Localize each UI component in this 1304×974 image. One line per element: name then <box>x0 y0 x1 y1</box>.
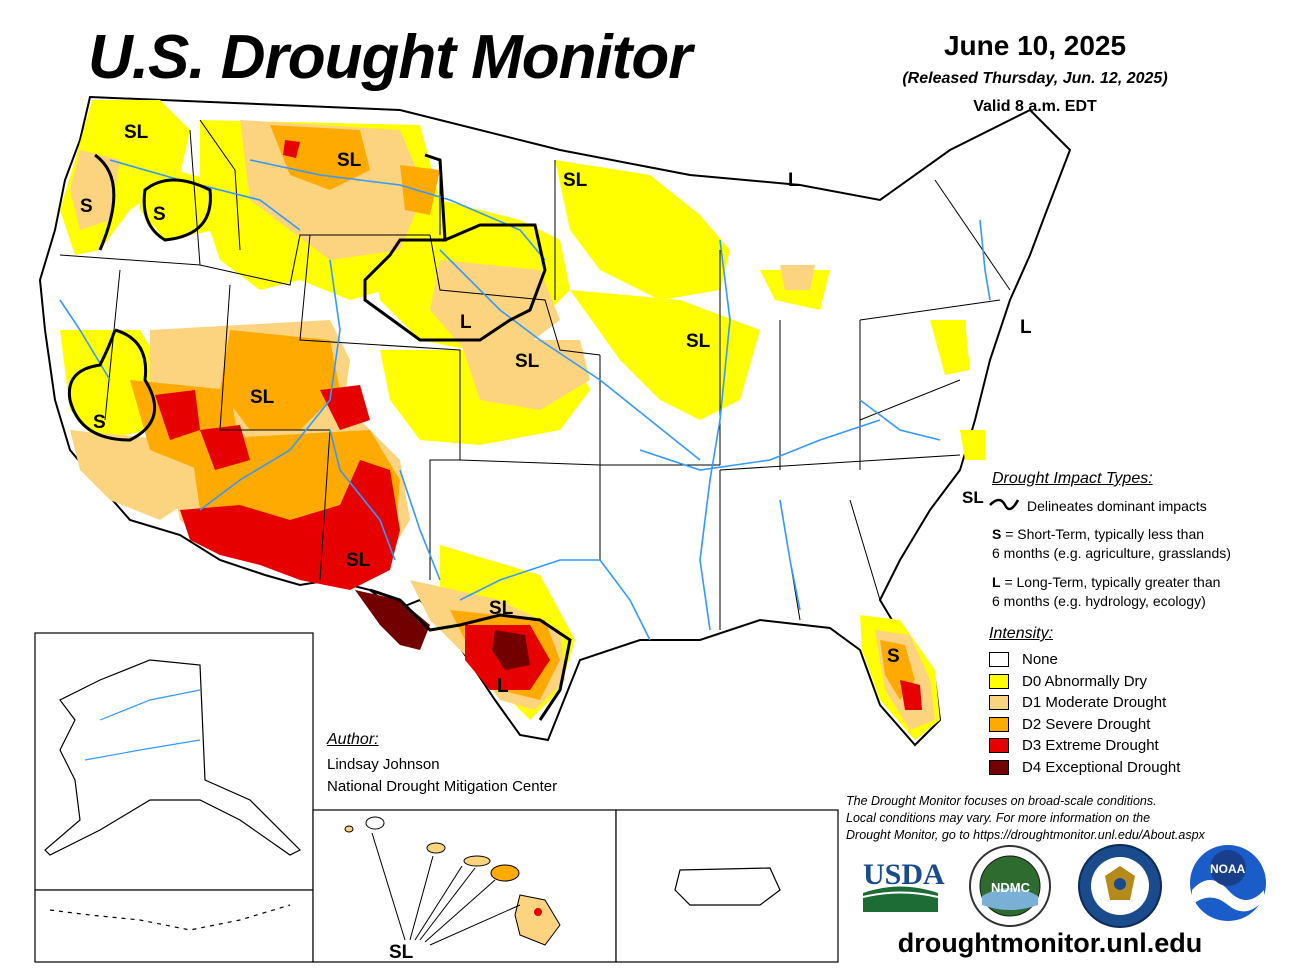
legend-item-d2: D2 Severe Drought <box>989 714 1150 734</box>
hawaii-islands <box>344 816 561 946</box>
legend-swatch <box>989 716 1009 732</box>
legend-item-d3: D3 Extreme Drought <box>989 735 1159 755</box>
legend-swatch <box>989 651 1009 667</box>
aleutians-inset-box <box>34 889 314 963</box>
disclaimer-line[interactable]: Drought Monitor, go to https://droughtmo… <box>846 828 1205 842</box>
impact-long-term-detail: 6 months (e.g. hydrology, ecology) <box>992 593 1206 609</box>
author-heading: Author: <box>327 731 379 748</box>
doc-seal-logo <box>1078 844 1162 928</box>
impact-types-heading: Drought Impact Types: <box>992 470 1153 487</box>
short-key: S <box>992 526 1002 542</box>
impact-lines <box>67 153 572 721</box>
label-wa-sl: SL <box>124 122 149 143</box>
label-ne-l: L <box>460 312 472 333</box>
label-tx-sl: SL <box>489 598 514 619</box>
svg-text:NDMC: NDMC <box>991 880 1031 895</box>
site-url[interactable]: droughtmonitor.unl.edu <box>897 928 1203 958</box>
noaa-logo: NOAA <box>1190 845 1266 921</box>
intensity-heading: Intensity: <box>989 625 1054 642</box>
legend-item-d4: D4 Exceptional Drought <box>989 757 1180 777</box>
page-title: U.S. Drought Monitor <box>88 23 692 92</box>
map-date: June 10, 2025 <box>943 30 1127 61</box>
impact-line-symbol <box>989 498 1020 511</box>
disclaimer-line: The Drought Monitor focuses on broad-sca… <box>846 794 1157 808</box>
hawaii-leader-lines <box>371 832 521 946</box>
impact-long-term: L = Long-Term, typically greater than <box>992 574 1220 590</box>
legend-swatch <box>989 737 1009 753</box>
label-mn-sl: SL <box>563 170 588 191</box>
alaska-outline <box>44 659 302 856</box>
hawaii-inset-box <box>312 809 617 963</box>
author-name: Lindsay Johnson <box>327 756 440 773</box>
label-mi-l: L <box>788 170 800 191</box>
valid-time: Valid 8 a.m. EDT <box>973 98 1097 115</box>
impact-short-term-detail: 6 months (e.g. agriculture, grasslands) <box>992 545 1231 561</box>
disclaimer-line: Local conditions may vary. For more info… <box>846 811 1151 825</box>
legend-item-none: None <box>989 649 1058 669</box>
label-fl-s: S <box>887 646 900 667</box>
label-id-s: S <box>153 204 166 225</box>
release-date: (Released Thursday, Jun. 12, 2025) <box>902 70 1168 87</box>
legend-swatch <box>989 673 1009 689</box>
legend-swatch <box>989 759 1009 775</box>
ndmc-logo: NDMC <box>969 845 1051 927</box>
alaska-rivers <box>84 689 201 761</box>
label-nj-l: L <box>1020 317 1032 338</box>
author-org: National Drought Mitigation Center <box>327 778 558 795</box>
label-nv-sl: SL <box>250 387 275 408</box>
state-borders <box>59 119 1011 630</box>
impact-short-term: S = Short-Term, typically less than <box>992 526 1204 542</box>
long-line1: = Long-Term, typically greater than <box>1000 574 1221 590</box>
long-key: L <box>992 574 1001 590</box>
usda-logo: USDA <box>862 858 945 912</box>
label-tx-l: L <box>497 676 509 697</box>
svg-text:USDA: USDA <box>863 858 945 891</box>
puerto-rico-outline <box>674 867 781 906</box>
aleutians-outline <box>49 904 291 931</box>
legend-item-d0: D0 Abnormally Dry <box>989 671 1147 691</box>
legend-swatch <box>989 694 1009 710</box>
impact-delineates-text: Delineates dominant impacts <box>1027 498 1207 514</box>
label-ca-s: S <box>93 412 106 433</box>
label-nm-sl: SL <box>346 550 371 571</box>
label-ks-sl: SL <box>515 351 540 372</box>
label-ia-sl: SL <box>686 331 711 352</box>
label-or-s: S <box>80 196 93 217</box>
svg-text:NOAA: NOAA <box>1210 862 1246 876</box>
d4-areas <box>355 590 530 670</box>
legend-item-d1: D1 Moderate Drought <box>989 692 1166 712</box>
map-impact-labels: SL S S SL SL L L SL SL L SL S SL SL L S … <box>80 122 1032 963</box>
label-hi-sl: SL <box>389 942 414 963</box>
label-mt-sl: SL <box>337 150 362 171</box>
short-line1: = Short-Term, typically less than <box>1001 526 1205 542</box>
impact-legend-sl: SL <box>962 488 984 507</box>
disclaimer: The Drought Monitor focuses on broad-sca… <box>846 793 1266 844</box>
